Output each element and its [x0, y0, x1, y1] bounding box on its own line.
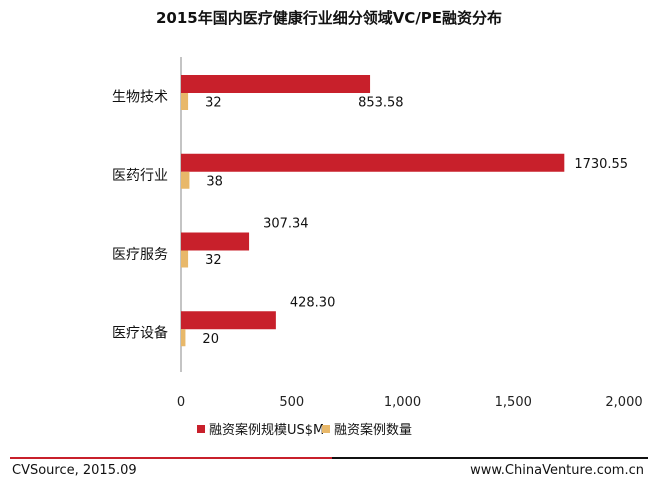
x-tick-label: 0: [177, 395, 185, 410]
bar-amount: [181, 153, 565, 172]
data-label-amount: 307.34: [263, 217, 309, 232]
data-label-amount: 1730.55: [574, 157, 628, 172]
website-text: www.ChinaVenture.com.cn: [470, 463, 644, 478]
category-label: 医疗服务: [112, 247, 168, 263]
x-tick-label: 2,000: [605, 395, 642, 410]
data-label-amount: 428.30: [290, 295, 336, 310]
bar-count: [181, 93, 189, 110]
bar-amount: [181, 75, 371, 93]
legend-swatch: [322, 425, 330, 433]
legend-swatch: [197, 425, 205, 433]
legend-label: 融资案例数量: [334, 423, 412, 438]
category-label: 医疗设备: [112, 325, 168, 342]
source-text: CVSource, 2015.09: [12, 463, 137, 478]
category-label: 医药行业: [112, 168, 168, 184]
data-label-count: 38: [206, 174, 223, 189]
bar-count: [181, 171, 190, 189]
bar-amount: [181, 311, 276, 330]
footer-divider-red: [10, 457, 332, 459]
x-tick-label: 1,500: [495, 395, 532, 410]
bar-count: [181, 329, 186, 347]
chart-title: 2015年国内医疗健康行业细分领域VC/PE融资分布: [155, 9, 503, 27]
data-label-count: 20: [202, 332, 219, 347]
bar-amount: [181, 232, 250, 251]
x-tick-label: 1,000: [384, 395, 421, 410]
category-label: 生物技术: [112, 89, 168, 105]
data-label-amount: 853.58: [358, 96, 404, 111]
data-label-count: 32: [205, 96, 222, 111]
footer-divider-black: [332, 457, 648, 459]
bar-count: [181, 250, 189, 268]
x-tick-label: 500: [279, 395, 304, 410]
legend-label: 融资案例规模US$M: [209, 423, 324, 438]
data-label-count: 32: [205, 253, 222, 268]
